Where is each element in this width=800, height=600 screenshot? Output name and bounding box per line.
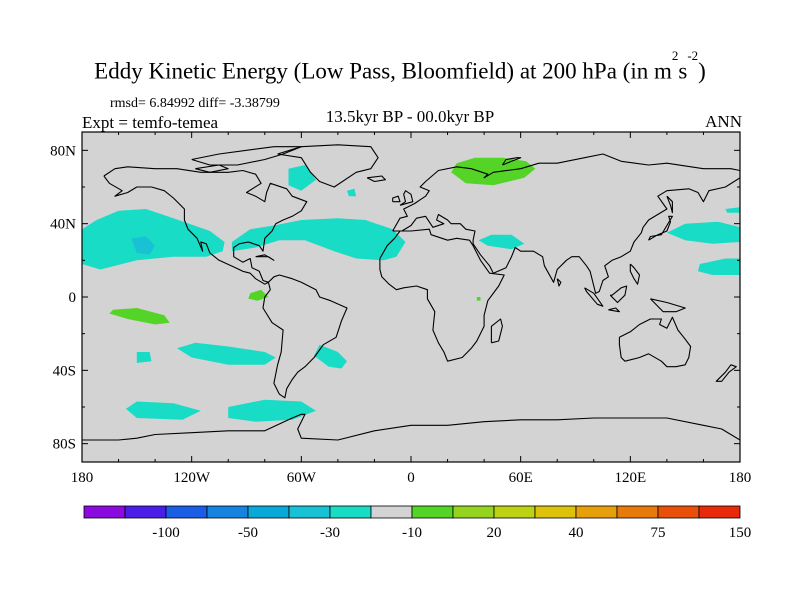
coastline-7 — [399, 190, 414, 206]
season-label: ANN — [705, 112, 742, 131]
colorbar-box-9 — [452, 505, 495, 519]
map-background — [82, 132, 740, 462]
y-tick-label-1: 40N — [50, 217, 76, 233]
title-units-mid: s — [678, 58, 688, 84]
colorbar-label-6: 75 — [651, 525, 666, 541]
region-2 — [131, 236, 156, 255]
y-tick-label-0: 80N — [50, 143, 76, 159]
region-4 — [347, 188, 357, 197]
axis-layer: 180 120W 60W 0 60E 120E 180 80N 40N 0 40S 80S — [50, 131, 752, 486]
region-3 — [288, 165, 316, 191]
colorbar-box-5 — [288, 505, 331, 519]
x-tick-label-2: 60W — [287, 470, 317, 486]
coastline-3 — [392, 153, 740, 294]
title-units-end: ) — [698, 58, 706, 84]
coastline-16 — [366, 175, 386, 183]
region-16 — [228, 399, 316, 422]
colorbar: -100 -50 -30 -10 20 40 75 150 — [83, 505, 752, 541]
y-tick-label-3: 40S — [53, 363, 76, 379]
colorbar-box-4 — [247, 505, 290, 519]
region-0 — [82, 209, 225, 270]
colorbar-label-0: -100 — [152, 525, 180, 541]
coastline-5 — [618, 316, 692, 368]
coastline-15 — [255, 254, 275, 261]
region-6 — [478, 234, 525, 250]
coastline-8 — [392, 195, 401, 203]
region-12 — [177, 342, 276, 365]
y-tick-label-2: 0 — [69, 290, 77, 306]
x-tick-label-3: 0 — [407, 470, 415, 486]
colorbar-box-11 — [534, 505, 577, 519]
coastline-17 — [82, 413, 740, 441]
colorbar-box-7 — [370, 505, 413, 519]
colorbar-box-3 — [206, 505, 249, 519]
colorbar-box-15 — [698, 505, 741, 519]
region-14 — [136, 352, 152, 363]
colorbar-label-1: -50 — [238, 525, 258, 541]
x-tick-label-0: 180 — [71, 470, 94, 486]
region-9 — [698, 258, 740, 275]
experiment-label: Expt = temfo-temea — [82, 113, 219, 132]
title-sup-1: 2 — [671, 48, 679, 63]
colorbar-box-12 — [575, 505, 618, 519]
colorbar-box-0 — [83, 505, 126, 519]
x-tick-label-5: 120E — [614, 470, 646, 486]
colorbar-box-2 — [165, 505, 208, 519]
coastline-22 — [556, 278, 562, 287]
colorbar-label-5: 40 — [569, 525, 584, 541]
coastline-0 — [103, 166, 308, 285]
coastline-11 — [608, 307, 620, 313]
coastline-10 — [584, 287, 604, 307]
coastline-21 — [629, 263, 641, 285]
title-sup-2: -2 — [687, 48, 699, 63]
region-10 — [109, 308, 170, 325]
coastline-12 — [609, 285, 628, 304]
x-tick-label-4: 60E — [509, 470, 533, 486]
coastline-13 — [650, 298, 686, 313]
coastline-18 — [191, 146, 302, 166]
coastline-1 — [262, 274, 348, 399]
colorbar-box-14 — [657, 505, 700, 519]
region-15 — [125, 401, 201, 420]
stats-text: rmsd= 6.84992 diff= -3.38799 — [110, 96, 280, 111]
coastline-2 — [277, 144, 379, 188]
colorbar-box-1 — [124, 505, 167, 519]
region-13 — [314, 344, 347, 369]
x-tick-label-1: 120W — [173, 470, 211, 486]
region-5 — [451, 157, 536, 186]
coastline-20 — [666, 195, 673, 214]
map-layer — [82, 132, 740, 462]
region-8 — [725, 207, 740, 213]
coastline-23 — [195, 164, 229, 173]
region-11 — [248, 289, 269, 301]
title-text: Eddy Kinetic Energy (Low Pass, Bloomfiel… — [94, 58, 672, 84]
colorbar-label-7: 150 — [729, 525, 752, 541]
colorbar-box-10 — [493, 505, 536, 519]
colorbar-box-8 — [411, 505, 454, 519]
colorbar-label-3: -10 — [402, 525, 422, 541]
coastline-9 — [648, 215, 673, 241]
colorbar-box-13 — [616, 505, 659, 519]
coastline-19 — [501, 157, 522, 166]
coastline-4 — [379, 228, 505, 362]
period-label: 13.5kyr BP - 00.0kyr BP — [325, 107, 495, 126]
y-tick-label-4: 80S — [53, 437, 76, 453]
x-tick-label-6: 180 — [729, 470, 752, 486]
coastline-14 — [715, 364, 737, 382]
colorbar-box-6 — [329, 505, 372, 519]
region-7 — [666, 221, 740, 244]
shaded-regions — [82, 157, 740, 422]
chart-title: Eddy Kinetic Energy (Low Pass, Bloomfiel… — [0, 48, 800, 85]
region-17 — [476, 297, 481, 301]
colorbar-label-4: 20 — [487, 525, 502, 541]
colorbar-label-2: -30 — [320, 525, 340, 541]
region-1 — [231, 218, 406, 261]
coastline-6 — [490, 318, 503, 344]
coastlines — [82, 144, 740, 441]
